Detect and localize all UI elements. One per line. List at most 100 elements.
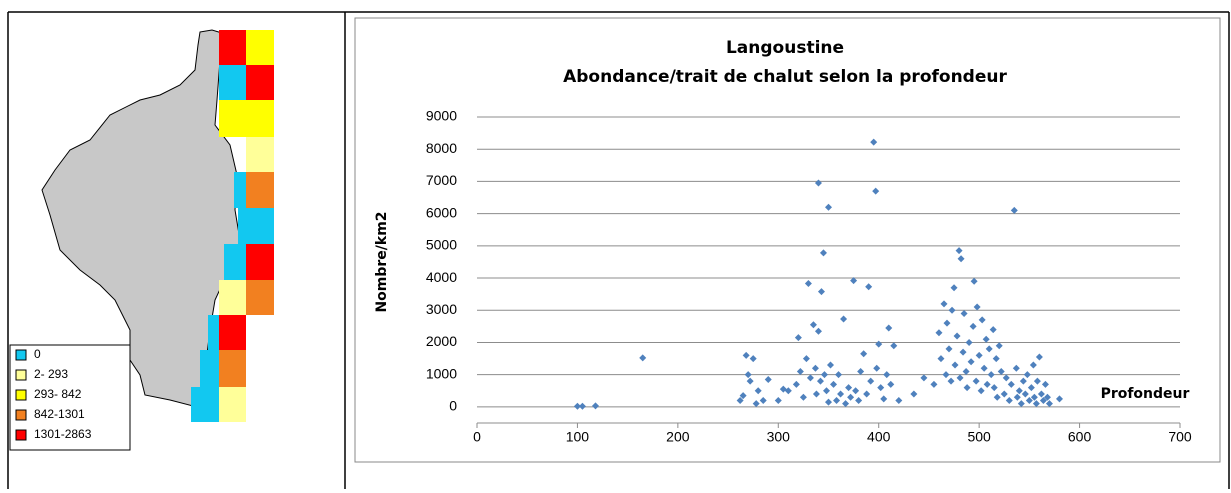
chart-subtitle: Abondance/trait de chalut selon la profo… <box>563 67 1007 87</box>
legend-label: 1301-2863 <box>34 427 92 441</box>
y-tick-label: 0 <box>449 398 457 414</box>
y-tick-label: 1000 <box>426 365 457 381</box>
point <box>754 387 762 395</box>
point <box>820 371 828 379</box>
point <box>962 367 970 375</box>
cell <box>234 172 246 208</box>
legend: 0 2- 293 293- 842 842-1301 1301-2863 <box>15 347 92 441</box>
point <box>973 303 981 311</box>
point <box>972 377 980 385</box>
point <box>873 364 881 372</box>
point <box>817 288 825 296</box>
point <box>592 402 600 410</box>
x-tick-label: 700 <box>1168 429 1192 445</box>
point <box>1017 400 1025 408</box>
point <box>977 387 985 395</box>
point <box>959 348 967 356</box>
point <box>1023 371 1031 379</box>
point <box>963 384 971 392</box>
point <box>930 380 938 388</box>
grid-cells <box>191 30 274 422</box>
point <box>880 395 888 403</box>
point <box>945 345 953 353</box>
point <box>746 377 754 385</box>
point <box>1000 390 1008 398</box>
island <box>41 29 241 407</box>
cell <box>219 100 274 137</box>
point <box>940 300 948 308</box>
point <box>1029 361 1037 369</box>
cell <box>200 350 219 387</box>
point <box>1027 384 1035 392</box>
legend-label: 293- 842 <box>34 387 82 401</box>
cell <box>246 244 274 280</box>
x-tick-label: 600 <box>1068 429 1092 445</box>
point <box>910 390 918 398</box>
point <box>792 380 800 388</box>
point <box>784 387 792 395</box>
point <box>967 358 975 366</box>
point <box>814 179 822 187</box>
legend-box <box>9 344 131 451</box>
point <box>806 374 814 382</box>
point <box>975 351 983 359</box>
point <box>840 315 848 323</box>
point <box>578 402 586 410</box>
y-tick-label: 8000 <box>426 140 457 156</box>
point <box>890 342 898 350</box>
point <box>995 342 1003 350</box>
frame <box>7 11 1230 489</box>
cell <box>246 172 274 208</box>
point <box>947 377 955 385</box>
point <box>987 371 995 379</box>
y-tick-label: 5000 <box>426 237 457 253</box>
x-axis-label: Profondeur <box>1101 386 1190 402</box>
point <box>825 398 832 406</box>
point <box>948 306 956 314</box>
point <box>809 321 817 329</box>
y-tick-label: 6000 <box>426 204 457 220</box>
cell <box>208 315 219 350</box>
cell <box>219 65 246 100</box>
point <box>1030 393 1038 401</box>
y-tick-label: 2000 <box>426 333 457 349</box>
point <box>955 247 963 255</box>
point <box>850 277 858 285</box>
cell <box>219 280 246 315</box>
point <box>1007 380 1015 388</box>
point <box>1019 377 1027 385</box>
point <box>1045 400 1053 408</box>
point <box>812 390 820 398</box>
plot: 0 1000 2000 3000 4000 5000 6000 7000 8000 9000 0 10… <box>426 108 1192 445</box>
point <box>857 367 865 375</box>
point <box>742 351 750 359</box>
point <box>852 387 860 395</box>
point <box>870 138 878 146</box>
point <box>744 371 752 379</box>
cell <box>219 387 246 422</box>
point <box>811 364 819 372</box>
point <box>875 340 883 348</box>
point <box>887 380 895 388</box>
chart-frame <box>354 17 1221 463</box>
point <box>639 354 647 362</box>
point <box>956 374 964 382</box>
point <box>863 390 871 398</box>
point <box>752 400 760 408</box>
x-tick-label: 300 <box>767 429 791 445</box>
point <box>992 355 1000 363</box>
point <box>842 400 850 408</box>
point <box>847 393 855 401</box>
point <box>942 371 950 379</box>
point <box>1021 390 1029 398</box>
point <box>950 284 958 292</box>
point <box>985 345 993 353</box>
y-tick-label: 3000 <box>426 301 457 317</box>
legend-swatch <box>15 389 27 401</box>
point <box>739 392 747 400</box>
point <box>885 324 893 332</box>
point <box>1002 374 1010 382</box>
cell <box>224 244 246 280</box>
point <box>943 319 951 327</box>
